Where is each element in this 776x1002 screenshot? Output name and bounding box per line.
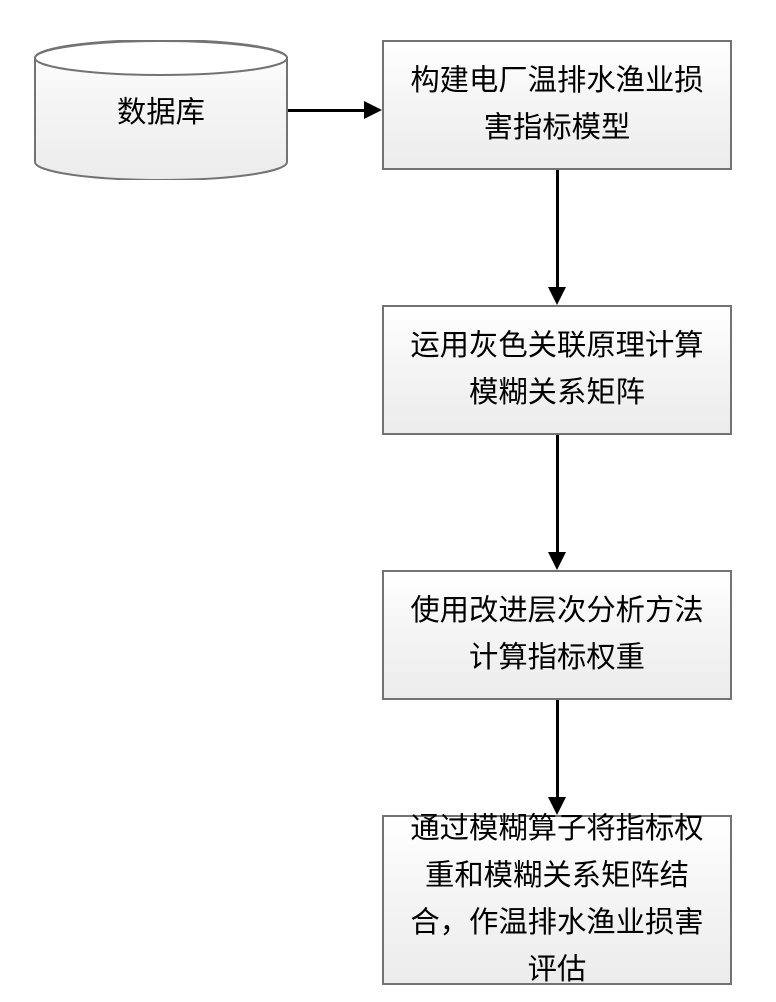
edge-n3-n4 — [556, 700, 559, 797]
edge-n1-n2-head — [548, 287, 566, 305]
edge-n2-n3-head — [548, 552, 566, 570]
node-n2-label: 运用灰色关联原理计算模糊关系矩阵 — [384, 315, 730, 425]
edge-db-n1 — [288, 109, 364, 112]
node-n4-label: 通过模糊算子将指标权重和模糊关系矩阵结合，作温排水渔业损害评估 — [384, 798, 730, 1002]
node-db-label: 数据库 — [117, 89, 205, 131]
edge-n3-n4-head — [548, 797, 566, 815]
node-n2: 运用灰色关联原理计算模糊关系矩阵 — [382, 305, 732, 435]
flowchart-canvas: 数据库 构建电厂温排水渔业损害指标模型运用灰色关联原理计算模糊关系矩阵使用改进层次… — [0, 0, 776, 1000]
edge-n2-n3 — [556, 435, 559, 552]
node-n3-label: 使用改进层次分析方法计算指标权重 — [384, 580, 730, 690]
edge-db-n1-head — [364, 101, 382, 119]
node-db: 数据库 — [34, 40, 288, 180]
edge-n1-n2 — [556, 170, 559, 287]
node-n4: 通过模糊算子将指标权重和模糊关系矩阵结合，作温排水渔业损害评估 — [382, 815, 732, 985]
node-n1: 构建电厂温排水渔业损害指标模型 — [382, 40, 732, 170]
node-n3: 使用改进层次分析方法计算指标权重 — [382, 570, 732, 700]
node-n1-label: 构建电厂温排水渔业损害指标模型 — [384, 50, 730, 160]
